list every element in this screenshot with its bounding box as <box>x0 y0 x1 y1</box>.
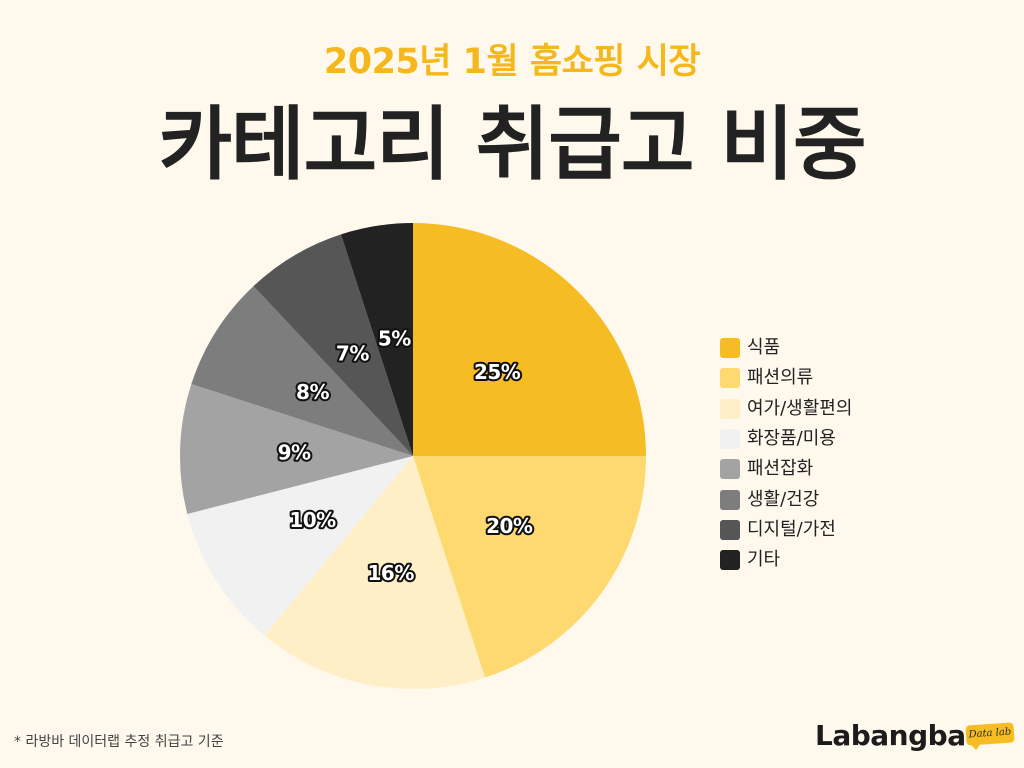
legend-label: 기타 <box>747 549 781 571</box>
legend-item: 기타 <box>720 545 1000 575</box>
pie-slice <box>341 223 413 456</box>
legend-label: 패션잡화 <box>747 458 814 480</box>
legend-label: 화장품/미용 <box>747 428 836 450</box>
pie-slice <box>413 456 646 678</box>
pie-slice <box>253 234 413 456</box>
legend-item: 여가/생활편의 <box>720 394 1000 424</box>
chart-legend: 식품 패션의류 여가/생활편의 화장품/미용 패션잡화 생활/건강 디지털/가전 <box>720 333 1000 575</box>
pie-slice <box>187 456 413 636</box>
page-title: 카테고리 취급고 비중 <box>158 98 866 191</box>
pie-data-label: 9% <box>278 440 311 464</box>
legend-swatch <box>720 368 740 389</box>
legend-swatch <box>720 398 740 419</box>
pie-data-label: 16% <box>368 561 415 585</box>
pie-slice <box>179 384 413 514</box>
pie-chart: 25% 20% 16% 10% 9% 8% 7% 5% <box>179 223 646 690</box>
page-subtitle: 2025년 1월 홈쇼핑 시장 <box>323 42 701 82</box>
legend-swatch <box>720 519 740 540</box>
legend-item: 생활/건강 <box>720 484 1000 514</box>
legend-item: 디지털/가전 <box>720 515 1000 545</box>
pie-data-label: 25% <box>474 360 521 384</box>
pie-data-label: 20% <box>486 514 533 538</box>
legend-swatch <box>720 429 740 450</box>
legend-item: 식품 <box>720 333 1000 363</box>
legend-label: 생활/건강 <box>747 488 820 510</box>
pie-slice <box>413 223 646 456</box>
pie-data-label: 7% <box>336 342 369 366</box>
legend-swatch <box>720 338 740 359</box>
pie-data-label: 10% <box>289 508 336 532</box>
source-footnote: * 라방바 데이터랩 추정 취급고 기준 <box>14 734 224 750</box>
pie-slice <box>264 456 485 690</box>
legend-label: 식품 <box>747 337 781 359</box>
pie-data-label: 5% <box>378 326 411 350</box>
legend-swatch <box>720 459 740 480</box>
legend-label: 디지털/가전 <box>747 518 836 540</box>
brand-logo-name: Labangba <box>815 719 966 752</box>
legend-swatch <box>720 489 740 510</box>
legend-item: 패션의류 <box>720 363 1000 393</box>
legend-item: 패션잡화 <box>720 454 1000 484</box>
legend-label: 여가/생활편의 <box>747 397 853 419</box>
pie-data-label: 8% <box>296 380 329 404</box>
pie-slice <box>191 286 413 456</box>
legend-item: 화장품/미용 <box>720 424 1000 454</box>
brand-logo-tag: Data lab <box>965 722 1015 746</box>
legend-label: 패션의류 <box>747 367 814 389</box>
legend-swatch <box>720 550 740 571</box>
